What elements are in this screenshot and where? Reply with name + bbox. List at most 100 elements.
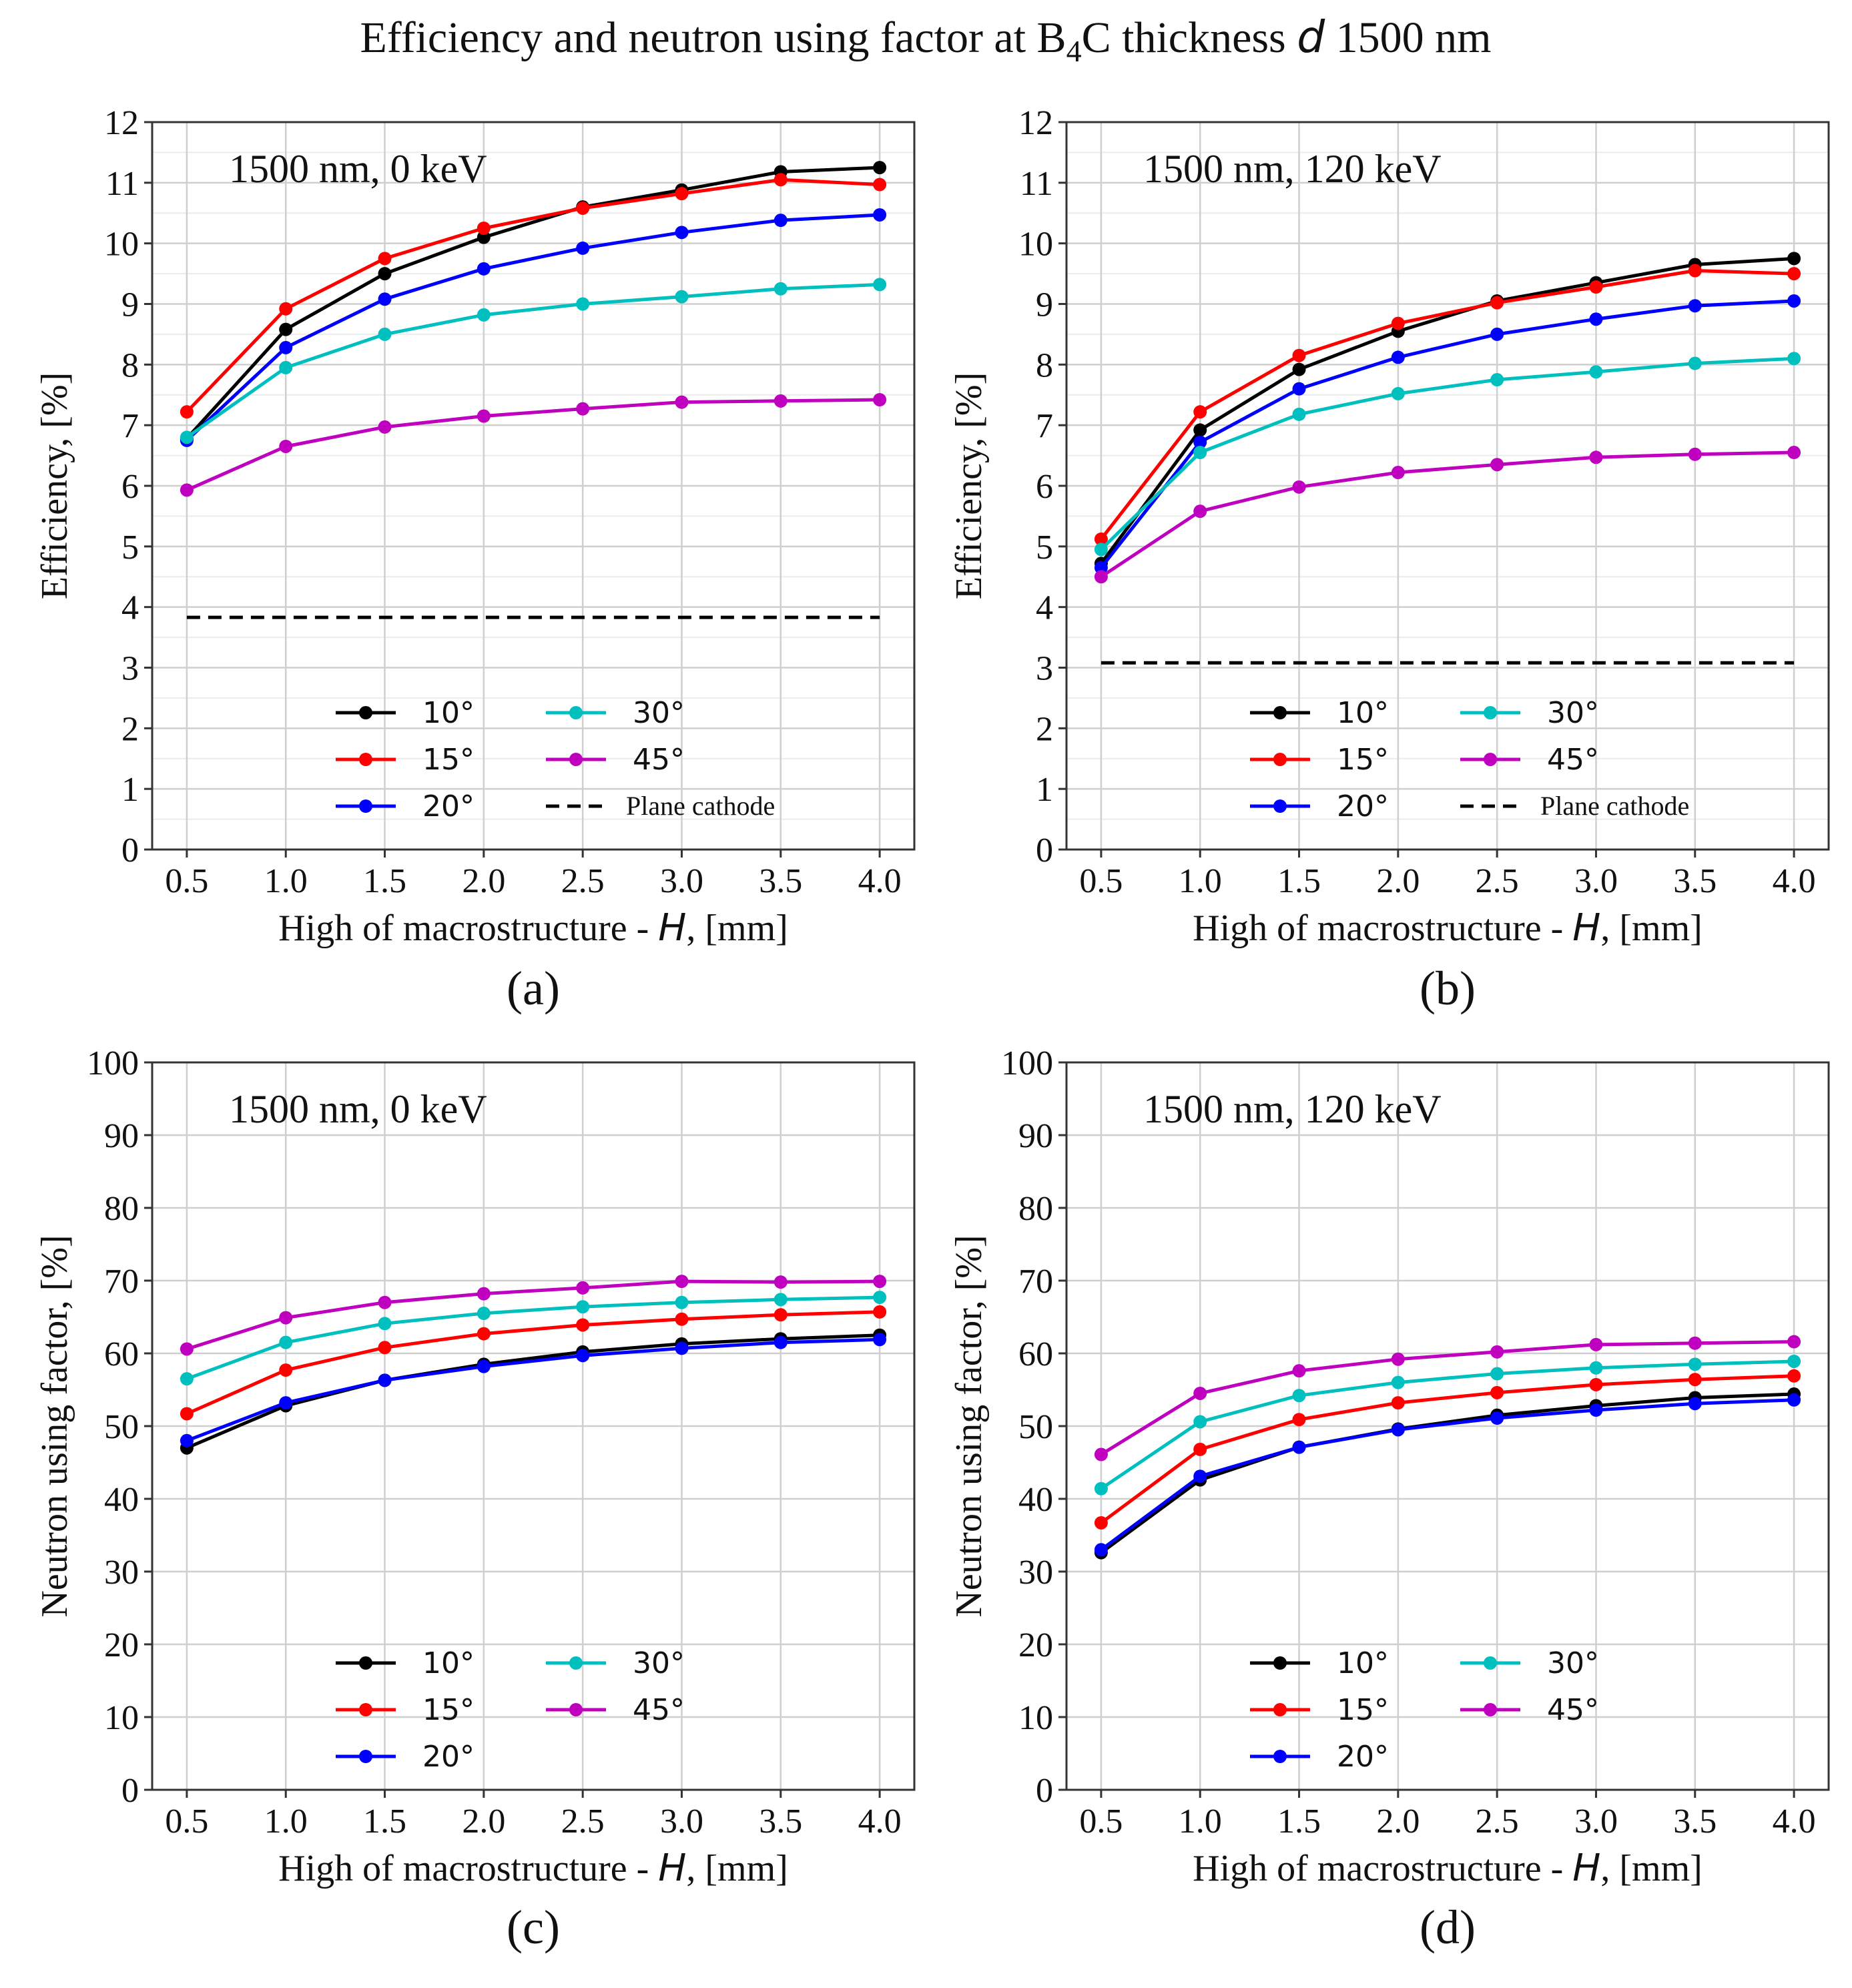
data-point-20deg [1688, 1397, 1702, 1411]
data-point-30deg [1193, 446, 1207, 460]
x-tick-label: 1.0 [264, 862, 308, 900]
data-point-20deg [873, 1333, 887, 1347]
x-tick-label: 3.0 [660, 862, 703, 900]
y-tick-label: 10 [104, 226, 139, 264]
data-point-20deg [378, 292, 392, 306]
data-point-45deg [1391, 466, 1405, 480]
data-point-15deg [576, 1318, 590, 1332]
legend-marker-30deg [569, 1656, 583, 1670]
legend-label-20deg: 20° [1337, 1740, 1389, 1774]
legend-label-45deg: 45° [633, 1693, 685, 1727]
data-point-45deg [1688, 447, 1702, 461]
x-tick-label: 3.0 [660, 1802, 703, 1841]
y-tick-label: 9 [1036, 286, 1053, 324]
data-point-15deg [279, 1363, 293, 1377]
x-tick-label: 2.5 [561, 862, 605, 900]
legend-label-15deg: 15° [1337, 743, 1389, 777]
legend-marker-10deg [1273, 1656, 1287, 1670]
data-point-30deg [1688, 356, 1702, 370]
data-point-20deg [1688, 299, 1702, 313]
data-point-30deg [180, 430, 194, 444]
data-point-15deg [576, 201, 590, 215]
legend-marker-15deg [1273, 753, 1287, 766]
y-tick-label: 50 [1018, 1408, 1053, 1446]
data-point-20deg [378, 1373, 392, 1387]
data-point-15deg [1688, 264, 1702, 278]
y-tick-label: 20 [1018, 1626, 1053, 1664]
data-point-15deg [378, 252, 392, 266]
series-line-30deg [186, 1295, 880, 1381]
legend-marker-45deg [1484, 1703, 1497, 1716]
data-point-15deg [873, 1305, 887, 1319]
x-tick-label: 1.5 [1277, 862, 1321, 900]
series-line-10deg [186, 1333, 880, 1449]
x-tick-label: 2.5 [1476, 1802, 1519, 1841]
legend-marker-30deg [1484, 706, 1497, 719]
data-point-15deg [1193, 1442, 1207, 1456]
x-tick-label: 1.5 [363, 862, 406, 900]
panel-label: (a) [507, 962, 560, 1015]
data-point-45deg [1193, 505, 1207, 519]
data-point-20deg [477, 262, 491, 276]
data-point-15deg [180, 1407, 194, 1421]
data-point-20deg [774, 1335, 788, 1349]
series-line-30deg [1100, 1359, 1795, 1490]
x-tick-label: 2.0 [1376, 862, 1420, 900]
data-point-45deg [774, 1275, 788, 1289]
data-point-30deg [576, 1300, 590, 1314]
series-line-15deg [186, 1310, 880, 1415]
data-point-20deg [1193, 1469, 1207, 1483]
legend-marker-30deg [569, 706, 583, 719]
y-tick-label: 6 [121, 468, 139, 506]
legend-marker-15deg [1273, 1703, 1287, 1716]
legend-label-20deg: 20° [422, 789, 475, 823]
legend-marker-10deg [359, 1656, 372, 1670]
y-tick-label: 12 [104, 104, 139, 142]
y-tick-label: 80 [104, 1190, 139, 1228]
data-point-45deg [279, 1311, 293, 1325]
legend-label-45deg: 45° [1547, 1693, 1599, 1727]
y-tick-label: 1 [1036, 771, 1053, 809]
data-point-30deg [378, 1317, 392, 1331]
data-point-30deg [378, 327, 392, 341]
data-point-45deg [675, 395, 689, 409]
data-point-10deg [1193, 423, 1207, 437]
data-point-10deg [279, 322, 293, 336]
legend-label-15deg: 15° [422, 1693, 475, 1727]
data-point-15deg [1589, 1377, 1603, 1391]
data-point-15deg [1490, 296, 1504, 310]
legend-label-30deg: 30° [633, 1646, 685, 1680]
x-tick-label: 0.5 [165, 862, 208, 900]
data-point-20deg [1589, 1403, 1603, 1417]
data-point-45deg [576, 1281, 590, 1295]
y-axis-label: Neutron using factor, [%] [948, 1235, 990, 1617]
legend-label-10deg: 10° [422, 696, 475, 730]
data-point-30deg [576, 297, 590, 311]
legend-marker-10deg [359, 706, 372, 719]
y-tick-label: 3 [1036, 650, 1053, 688]
x-tick-label: 2.0 [1376, 1802, 1420, 1841]
x-tick-label: 1.0 [1179, 862, 1222, 900]
data-point-15deg [1193, 405, 1207, 419]
legend-label-10deg: 10° [422, 1646, 475, 1680]
data-point-15deg [774, 173, 788, 187]
data-point-30deg [1292, 1389, 1306, 1403]
data-point-45deg [378, 1295, 392, 1309]
data-point-20deg [675, 226, 689, 240]
legend-label-plane-cathode: Plane cathode [1540, 791, 1689, 821]
y-axis-label: Efficiency, [%] [34, 372, 75, 599]
y-tick-label: 70 [104, 1263, 139, 1301]
data-point-45deg [180, 483, 194, 497]
data-point-20deg [1094, 1543, 1108, 1557]
y-tick-label: 40 [1018, 1481, 1053, 1519]
legend-marker-15deg [359, 753, 372, 766]
y-tick-label: 20 [104, 1626, 139, 1664]
data-point-20deg [1787, 1393, 1801, 1407]
data-point-20deg [180, 1433, 194, 1447]
chart-panel-c: 0 10 20 30 40 50 60 70 80 90 100 0.5 1.0 1.5 2.0 2.5 3.0… [34, 1044, 916, 1954]
legend-marker-45deg [569, 753, 583, 766]
y-tick-label: 100 [1001, 1044, 1053, 1082]
legend: 10° 30° 15° 45° 20° Plane cathode [336, 696, 775, 823]
data-point-30deg [1490, 373, 1504, 387]
